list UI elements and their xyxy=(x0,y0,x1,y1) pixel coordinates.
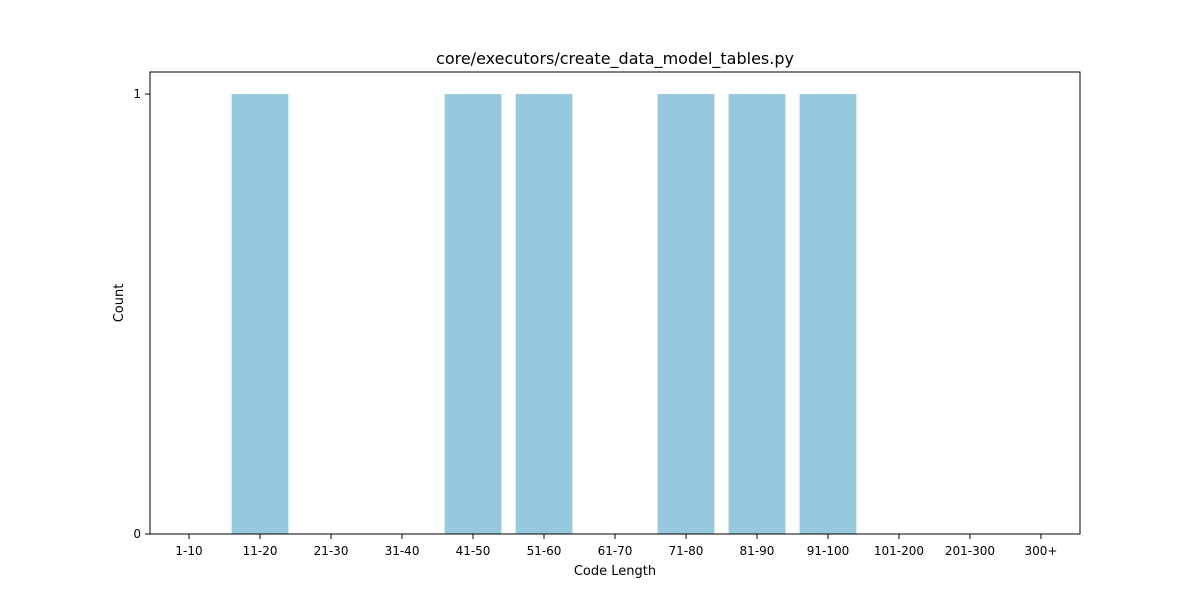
x-tick-label: 71-80 xyxy=(669,544,704,558)
bar-91-100 xyxy=(799,94,857,534)
bar-11-20 xyxy=(231,94,289,534)
x-axis-label: Code Length xyxy=(574,564,656,579)
y-tick-label: 1 xyxy=(133,87,141,101)
x-tick-label: 81-90 xyxy=(740,544,775,558)
x-tick-label: 61-70 xyxy=(598,544,633,558)
x-tick-label: 101-200 xyxy=(874,544,924,558)
y-axis-ticks: 01 xyxy=(133,87,150,541)
bar-81-90 xyxy=(728,94,786,534)
x-tick-label: 1-10 xyxy=(175,544,202,558)
x-tick-label: 21-30 xyxy=(314,544,349,558)
x-tick-label: 11-20 xyxy=(243,544,278,558)
bar-41-50 xyxy=(444,94,502,534)
y-axis-label: Count xyxy=(112,284,127,323)
y-tick-label: 0 xyxy=(133,527,141,541)
x-tick-label: 41-50 xyxy=(456,544,491,558)
x-tick-label: 300+ xyxy=(1024,544,1057,558)
bar-51-60 xyxy=(515,94,573,534)
bars xyxy=(231,94,857,534)
x-axis-ticks: 1-10 11-20 21-30 31-40 41-50 51-60 61-70 71-80 8… xyxy=(175,534,1057,558)
x-tick-label: 51-60 xyxy=(527,544,562,558)
plot-frame xyxy=(149,71,1081,535)
bar-71-80 xyxy=(657,94,715,534)
x-tick-label: 91-100 xyxy=(807,544,850,558)
x-tick-label: 31-40 xyxy=(385,544,420,558)
chart-title: core/executors/create_data_model_tables.… xyxy=(436,49,794,69)
x-tick-label: 201-300 xyxy=(945,544,995,558)
